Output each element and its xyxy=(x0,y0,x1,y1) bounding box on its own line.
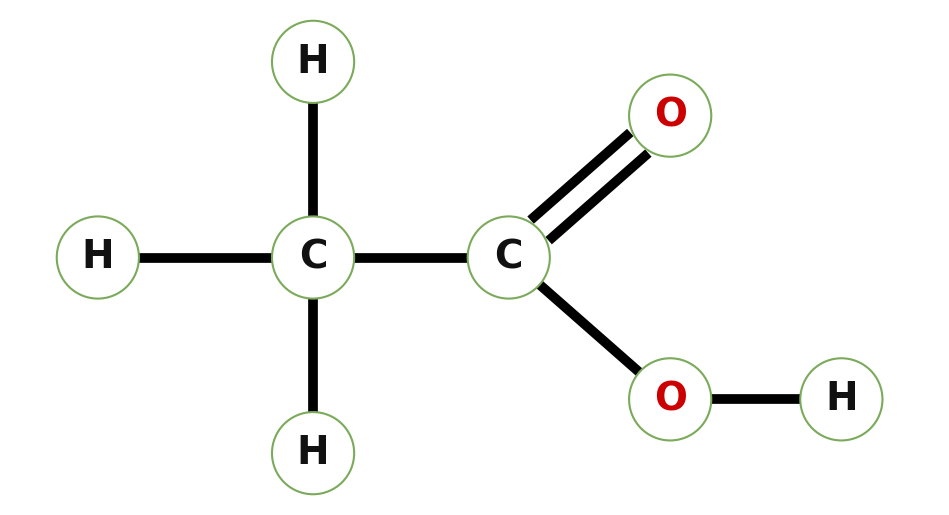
Circle shape xyxy=(272,412,354,494)
Circle shape xyxy=(629,75,711,157)
Text: O: O xyxy=(654,97,687,134)
Text: H: H xyxy=(82,238,114,277)
Text: C: C xyxy=(299,238,327,277)
Circle shape xyxy=(272,216,354,299)
Circle shape xyxy=(272,21,354,103)
Text: H: H xyxy=(297,43,329,81)
Circle shape xyxy=(800,358,883,440)
Text: H: H xyxy=(825,381,858,418)
Text: H: H xyxy=(297,434,329,472)
Text: C: C xyxy=(494,238,523,277)
Circle shape xyxy=(468,216,549,299)
Circle shape xyxy=(629,358,711,440)
Text: O: O xyxy=(654,381,687,418)
Circle shape xyxy=(57,216,139,299)
